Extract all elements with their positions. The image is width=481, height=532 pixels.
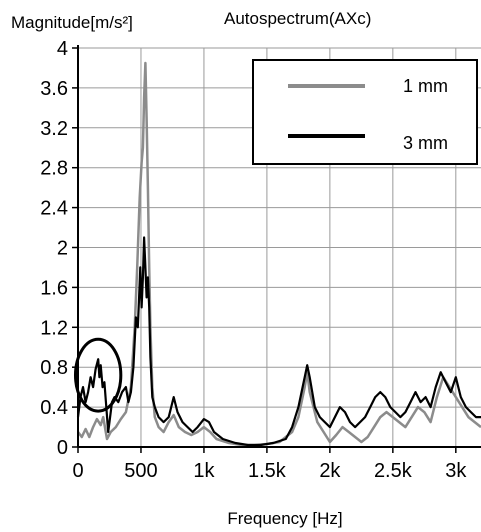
- legend-box: [252, 59, 478, 165]
- x-tick-label: 2.5k: [374, 460, 413, 482]
- y-tick-label: 0.8: [40, 357, 68, 379]
- y-tick-label: 1.6: [40, 277, 68, 299]
- x-tick-label: 0: [72, 460, 83, 482]
- y-tick-label: 2.4: [40, 198, 68, 220]
- x-tick-label: 500: [124, 460, 157, 482]
- legend-label-3mm: 3 mm: [403, 133, 448, 153]
- annotation-layer: [73, 337, 123, 413]
- x-tick-label: 3k: [445, 460, 467, 482]
- axes: [72, 45, 481, 453]
- y-tick-label: 0: [57, 437, 68, 459]
- x-tick-label: 2k: [319, 460, 341, 482]
- x-axis-label: Frequency [Hz]: [227, 509, 342, 528]
- series-line-1mm: [77, 61, 481, 447]
- x-tick-label: 1.5k: [248, 460, 287, 482]
- legend-label-1mm: 1 mm: [403, 76, 448, 96]
- y-tick-label: 2.8: [40, 158, 68, 180]
- highlight-ellipse: [73, 337, 123, 413]
- y-tick-label: 0.4: [40, 397, 68, 419]
- legend: 1 mm 3 mm: [252, 59, 478, 165]
- y-tick-label: 3.2: [40, 118, 68, 140]
- y-tick-label: 3.6: [40, 78, 68, 100]
- tick-labels: 0 500 1k 1.5k 2k 2.5k 3k 0 0.4 0.8 1.2 1.6 2 2.4 2.8 3.…: [40, 38, 467, 482]
- series-layer: [76, 61, 481, 447]
- series-line-3mm: [76, 236, 481, 447]
- x-tick-label: 1k: [193, 460, 215, 482]
- y-tick-label: 4: [57, 38, 68, 60]
- y-axis-label: Magnitude[m/s²]: [11, 13, 133, 32]
- chart-title: Autospectrum(AXc): [224, 9, 371, 28]
- y-tick-label: 2: [57, 238, 68, 260]
- y-tick-label: 1.2: [40, 317, 68, 339]
